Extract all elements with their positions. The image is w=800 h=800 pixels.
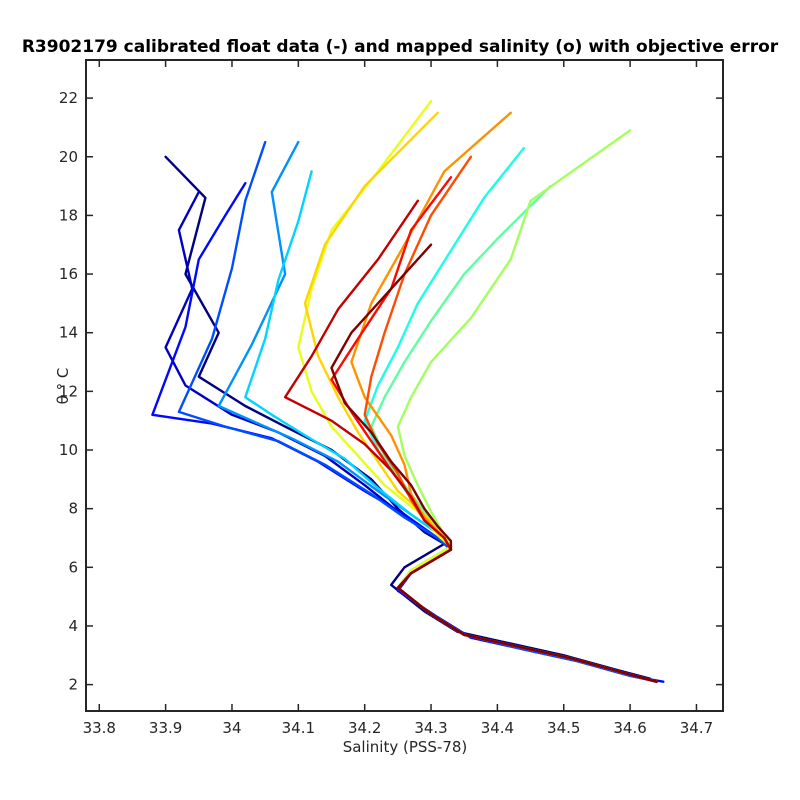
y-tick-label: 18 [59,206,78,224]
y-tick-label: 20 [59,148,78,166]
chart-title: R3902179 calibrated float data (-) and m… [22,37,779,57]
profile-line [350,111,658,683]
x-tick-label: 34.6 [613,719,646,737]
plot-frame [85,59,724,712]
y-tick-label: 4 [68,617,78,635]
profile-line [363,146,658,683]
profile-line [217,140,658,683]
x-tick-label: 34.7 [680,719,713,737]
profile-line [244,170,658,683]
x-axis: 33.8 33.9 34 34.1 34.2 34.3 34.4 34.5 34.6 34.7 [83,60,713,737]
y-axis-label: θ ° C [54,368,72,405]
y-tick-label: 2 [68,676,78,694]
y-tick-label: 10 [59,441,78,459]
profile-line [151,181,665,683]
x-tick-label: 33.9 [149,719,182,737]
profile-line [396,129,658,683]
x-tick-label: 34 [222,719,241,737]
x-axis-label: Salinity (PSS-78) [343,738,468,756]
x-tick-label: 34.1 [282,719,315,737]
profile-line [330,243,658,683]
profile-line [370,184,658,683]
profile-line [330,176,658,683]
profile-line [297,99,658,683]
y-tick-label: 12 [59,382,78,400]
x-tick-label: 34.5 [547,719,580,737]
x-tick-label: 34.4 [481,719,514,737]
series-layer [151,99,665,683]
y-tick-label: 16 [59,265,78,283]
y-tick-label: 6 [68,558,78,576]
x-tick-label: 34.2 [348,719,381,737]
profile-line [283,199,658,683]
x-tick-label: 33.8 [83,719,116,737]
y-tick-label: 22 [59,89,78,107]
y-axis: 2 4 6 8 10 12 14 16 18 20 22 [59,89,723,694]
y-tick-label: 14 [59,324,78,342]
x-tick-label: 34.3 [414,719,447,737]
profile-line [303,111,658,683]
y-tick-label: 8 [68,500,78,518]
